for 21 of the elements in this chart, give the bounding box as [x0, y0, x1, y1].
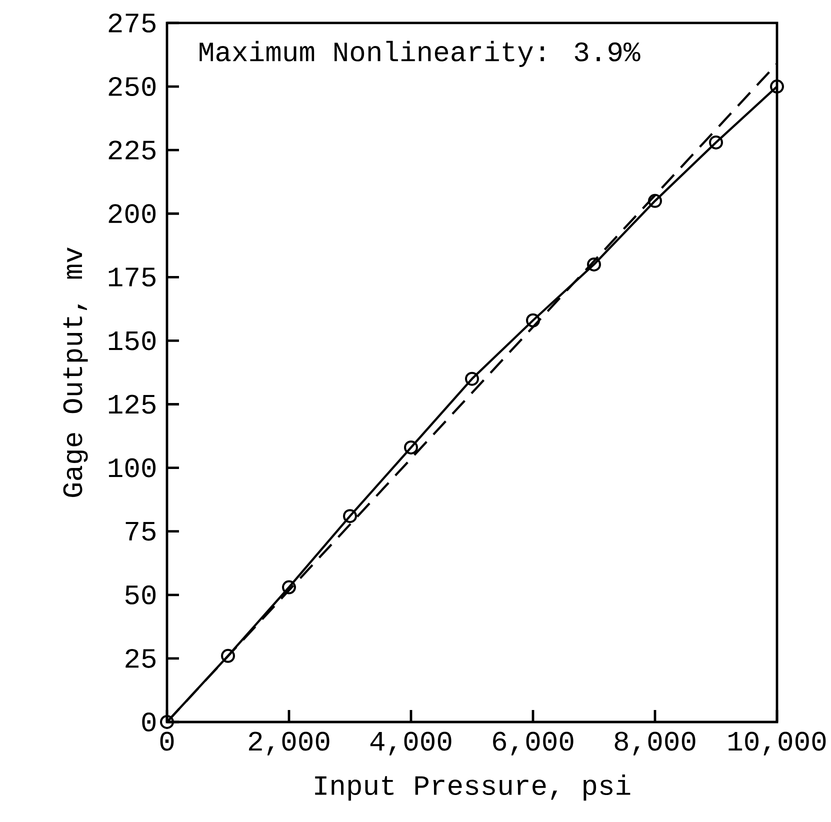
y-tick-label: 75	[126, 522, 156, 541]
y-tick-label: 250	[108, 77, 156, 96]
x-tick-label: 2,000	[248, 732, 330, 756]
y-tick-label: 150	[108, 331, 156, 350]
x-tick-label: 6,000	[493, 732, 574, 756]
y-tick-label: 25	[126, 648, 156, 668]
x-tick-label: 10,000	[728, 732, 826, 756]
x-axis-title: Input Pressure, psi	[315, 774, 630, 801]
y-tick-label: 0	[142, 712, 156, 732]
x-tick-label: 0	[160, 732, 174, 751]
y-tick-label: 200	[108, 204, 156, 224]
y-tick-label: 50	[125, 585, 156, 604]
y-tick-label: 100	[108, 458, 156, 478]
x-tick-label: 4,000	[370, 732, 452, 756]
y-tick-label: 225	[108, 140, 156, 160]
y-axis-title: Gage Output, mv	[63, 247, 88, 497]
x-tick-label: 8,000	[614, 732, 696, 756]
annotation: Maximum Nonlinearity: 3.9%	[200, 40, 640, 67]
y-tick-label: 175	[108, 268, 156, 287]
y-tick-label: 125	[108, 394, 156, 414]
y-tick-label: 275	[108, 13, 156, 32]
